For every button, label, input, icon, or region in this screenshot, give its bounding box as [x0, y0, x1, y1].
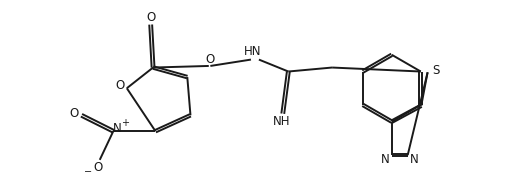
Text: S: S: [432, 64, 439, 77]
Text: +: +: [121, 118, 129, 128]
Text: N: N: [381, 153, 390, 166]
Text: −: −: [84, 167, 92, 177]
Text: O: O: [70, 107, 79, 120]
Text: O: O: [94, 161, 103, 174]
Text: N: N: [410, 153, 418, 166]
Text: NH: NH: [273, 115, 291, 128]
Text: O: O: [146, 11, 155, 24]
Text: O: O: [206, 53, 215, 66]
Text: HN: HN: [244, 45, 262, 58]
Text: O: O: [115, 78, 125, 92]
Text: N: N: [113, 122, 121, 135]
